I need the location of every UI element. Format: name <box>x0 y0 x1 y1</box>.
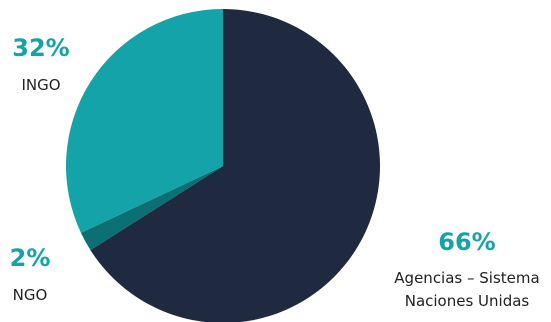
slice-un-agencies <box>90 9 380 322</box>
slice-label-name-ingo: INGO <box>21 76 60 94</box>
pie-slices <box>66 9 380 322</box>
slice-label-percent-un: 66% <box>438 228 495 256</box>
slice-ngo <box>80 166 223 251</box>
slice-label-name-un-line1: Agencias – Sistema <box>394 269 539 287</box>
slice-ingo <box>66 9 223 233</box>
slice-label-percent-ngo: 2% <box>10 244 51 272</box>
slice-label-name-un-line2: Naciones Unidas <box>405 292 530 310</box>
slice-label-percent-ingo: 32% <box>12 34 69 62</box>
slice-label-name-ngo: NGO <box>13 286 48 304</box>
